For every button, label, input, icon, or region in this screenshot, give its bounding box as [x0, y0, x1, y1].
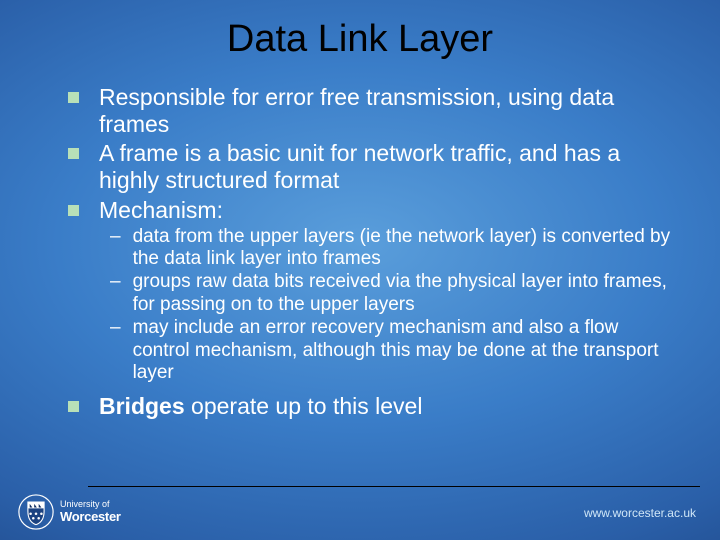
square-bullet-icon: [68, 92, 79, 103]
dash-bullet-icon: –: [110, 226, 121, 248]
sub-bullet-item: – data from the upper layers (ie the net…: [110, 226, 680, 271]
sub-bullet-text: may include an error recovery mechanism …: [133, 317, 680, 384]
bullet-rest: operate up to this level: [185, 393, 423, 419]
sub-bullet-item: – groups raw data bits received via the …: [110, 271, 680, 316]
footer-divider: [88, 486, 700, 487]
footer-url: www.worcester.ac.uk: [584, 506, 696, 520]
bullet-text: Responsible for error free transmission,…: [99, 84, 680, 138]
slide-content: Responsible for error free transmission,…: [68, 84, 680, 423]
sub-bullet-text: groups raw data bits received via the ph…: [133, 271, 680, 316]
bullet-text: A frame is a basic unit for network traf…: [99, 140, 680, 194]
slide-title: Data Link Layer: [0, 18, 720, 61]
bullet-item: Bridges operate up to this level: [68, 393, 680, 420]
bullet-item: Mechanism:: [68, 197, 680, 224]
logo-line2: Worcester: [60, 510, 121, 524]
bold-term: Bridges: [99, 393, 185, 419]
bullet-text: Mechanism:: [99, 197, 680, 224]
dash-bullet-icon: –: [110, 271, 121, 293]
square-bullet-icon: [68, 205, 79, 216]
logo-text: University of Worcester: [60, 500, 121, 523]
spacer: [68, 385, 680, 393]
bullet-item: A frame is a basic unit for network traf…: [68, 140, 680, 194]
shield-icon: [18, 494, 54, 530]
square-bullet-icon: [68, 401, 79, 412]
university-logo: University of Worcester: [18, 494, 121, 530]
bullet-item: Responsible for error free transmission,…: [68, 84, 680, 138]
bullet-text: Bridges operate up to this level: [99, 393, 680, 420]
sub-bullet-text: data from the upper layers (ie the netwo…: [133, 226, 680, 271]
dash-bullet-icon: –: [110, 317, 121, 339]
square-bullet-icon: [68, 148, 79, 159]
slide: Data Link Layer Responsible for error fr…: [0, 0, 720, 540]
sub-bullet-item: – may include an error recovery mechanis…: [110, 317, 680, 384]
slide-footer: University of Worcester www.worcester.ac…: [0, 486, 720, 540]
